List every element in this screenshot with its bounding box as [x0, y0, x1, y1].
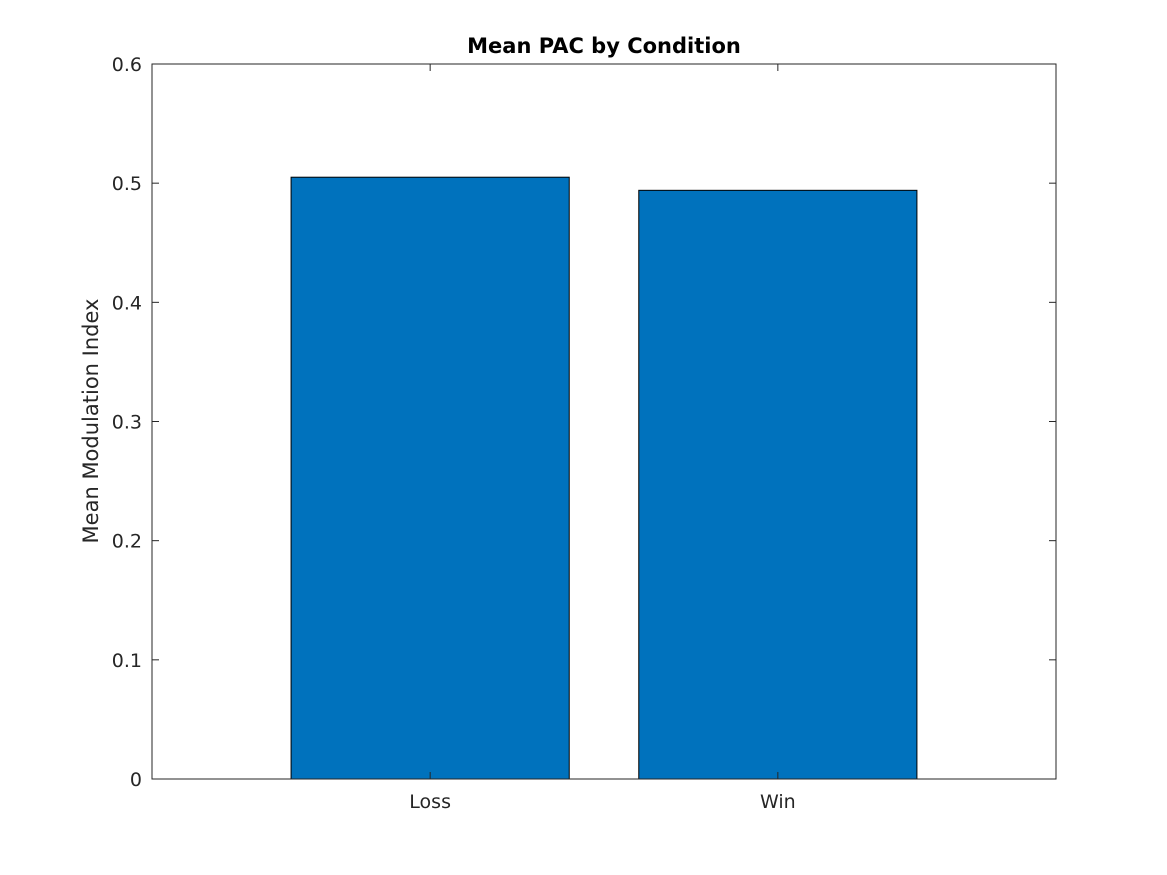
y-tick-label: 0.3 [112, 412, 142, 434]
plot-area-frame [151, 63, 1057, 780]
bar-loss [290, 176, 570, 780]
x-tick-label: Win [760, 791, 796, 813]
bar-win [638, 189, 918, 780]
y-tick-label: 0.1 [112, 650, 142, 672]
y-tick-label: 0.2 [112, 531, 142, 553]
chart-title: Mean PAC by Condition [467, 34, 741, 58]
y-tick-label: 0.5 [112, 173, 142, 195]
x-tick-label: Loss [409, 791, 451, 813]
y-axis-label: Mean Modulation Index [79, 299, 103, 544]
y-tick-label: 0 [130, 769, 142, 791]
y-tick-label: 0.4 [112, 292, 142, 314]
bars-group [290, 176, 918, 780]
y-axis-ticks: 0 0.1 0.2 0.3 0.4 0.5 0.6 [112, 54, 1056, 791]
y-tick-label: 0.6 [112, 54, 142, 76]
x-axis-ticks: Loss Win [409, 64, 796, 813]
